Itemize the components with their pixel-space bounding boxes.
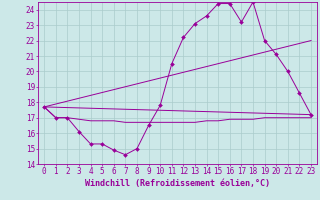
X-axis label: Windchill (Refroidissement éolien,°C): Windchill (Refroidissement éolien,°C) [85, 179, 270, 188]
